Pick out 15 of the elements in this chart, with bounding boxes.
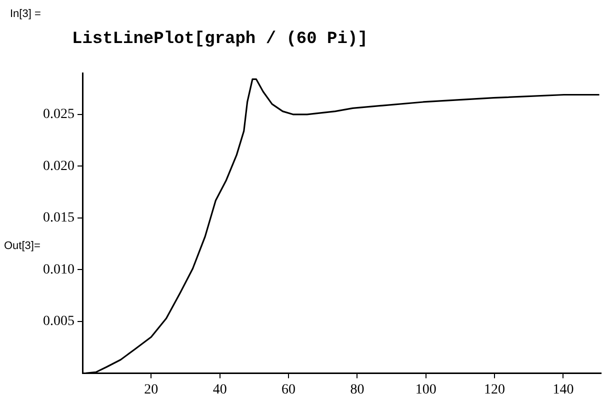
- y-tick-label: 0.010: [43, 262, 74, 278]
- text: In[3] =: [10, 8, 41, 20]
- text: Out[3]=: [4, 240, 40, 252]
- y-tick-label: 0.015: [43, 210, 74, 226]
- x-tick-label: 120: [484, 382, 506, 398]
- x-tick-label: 40: [212, 382, 227, 398]
- x-tick-label: 140: [552, 382, 574, 398]
- x-tick-label: 60: [282, 382, 296, 398]
- y-tick-label: 0.005: [43, 314, 74, 330]
- y-tick-label: 0.025: [43, 107, 74, 122]
- x-tick-label: 100: [415, 382, 436, 398]
- x-tick-label: 20: [144, 382, 158, 398]
- chart-title: ListLinePlot[graph / (60 Pi)]: [72, 30, 368, 49]
- x-tick-label: 80: [350, 382, 364, 398]
- y-tick-label: 0.020: [43, 158, 74, 174]
